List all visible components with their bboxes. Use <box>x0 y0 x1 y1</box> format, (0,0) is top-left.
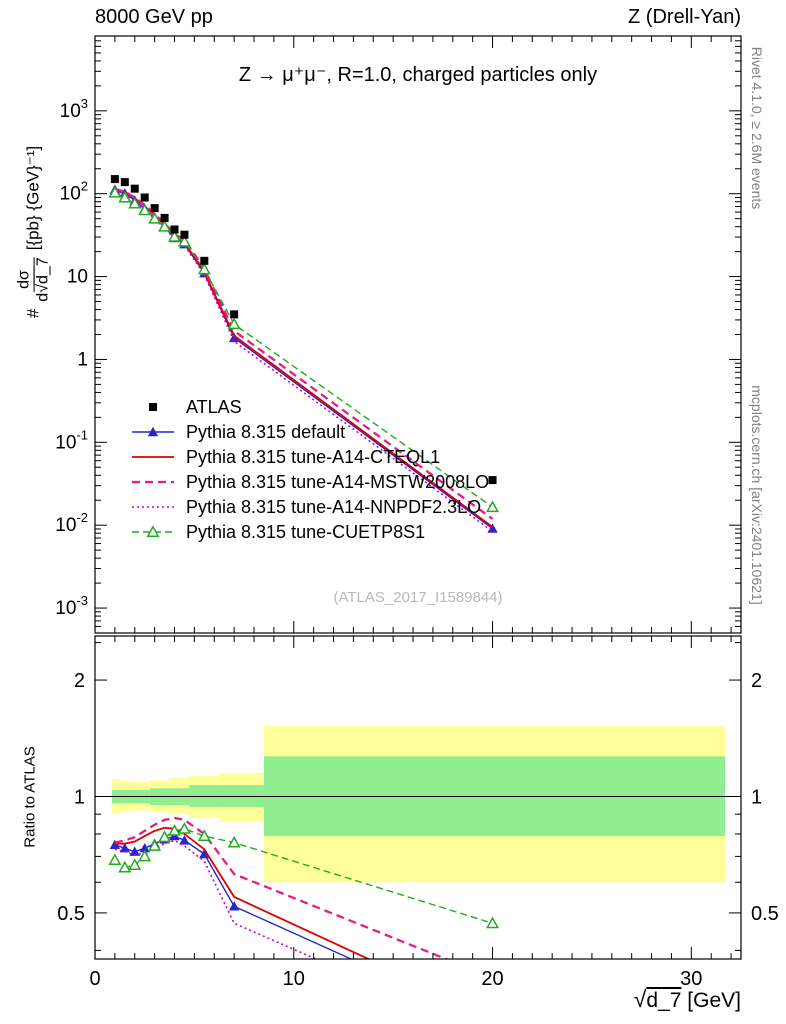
main-panel-frame <box>94 35 742 634</box>
svg-text:10-2: 10-2 <box>55 510 88 536</box>
legend-item-pythia-8-315-default: Pythia 8.315 default <box>130 421 489 442</box>
svg-text:30: 30 <box>680 968 702 990</box>
svg-text:0.5: 0.5 <box>751 903 779 925</box>
series-ratio-pythia-8-315-tune-cuetp8s1 <box>108 822 500 929</box>
ylabel-fraction: dσ d√d_7 <box>15 257 53 302</box>
svg-text:20: 20 <box>481 968 503 990</box>
legend-label: Pythia 8.315 tune-A14-MSTW2008LO <box>186 471 490 492</box>
svg-text:10-1: 10-1 <box>55 427 88 453</box>
svg-text:1: 1 <box>74 786 85 808</box>
ylabel-units: [{pb} {GeV}⁻¹] <box>24 145 43 251</box>
process-label: Z (Drell-Yan) <box>628 6 741 28</box>
svg-text:0.5: 0.5 <box>57 903 85 925</box>
legend-label: Pythia 8.315 tune-A14-NNPDF2.3LO <box>186 496 482 517</box>
axis-ticks <box>94 36 741 959</box>
svg-text:1: 1 <box>77 349 88 370</box>
legend-marker-pythia-8-315-tune-a14-nnpdf2-3lo <box>132 506 174 508</box>
main-y-axis-label: # dσ d√d_7 [{pb} {GeV}⁻¹] <box>15 145 53 319</box>
svg-text:10: 10 <box>283 968 305 990</box>
ratio-panel-frame <box>94 635 742 960</box>
beam-energy-label: 8000 GeV pp <box>95 6 213 28</box>
legend-marker-atlas <box>149 403 157 411</box>
series-main-atlas <box>110 175 497 485</box>
legend-item-pythia-8-315-tune-a14-cteql1: Pythia 8.315 tune-A14-CTEQL1 <box>130 446 489 467</box>
ylabel-numerator: dσ <box>15 267 35 292</box>
svg-text:10-3: 10-3 <box>55 593 88 619</box>
series-ratio-pythia-8-315-tune-a14-cteql1 <box>114 826 371 959</box>
uncertainty-bands <box>111 726 726 883</box>
svg-text:103: 103 <box>60 96 88 122</box>
legend-marker-pythia-8-315-default <box>132 426 174 437</box>
svg-text:10: 10 <box>67 267 88 288</box>
plot-title: Z → μ⁺μ⁻, R=1.0, charged particles only <box>238 64 598 86</box>
svg-text:2: 2 <box>74 670 85 692</box>
svg-text:102: 102 <box>60 179 88 205</box>
legend-label: Pythia 8.315 default <box>186 421 346 442</box>
legend-label: Pythia 8.315 tune-A14-CTEQL1 <box>186 446 441 467</box>
legend-label: ATLAS <box>186 396 242 417</box>
svg-text:0: 0 <box>89 968 100 990</box>
svg-text:1: 1 <box>751 786 762 808</box>
mcplots-reference-note: mcplots.cern.ch [arXiv:2401.10621] <box>749 385 765 605</box>
x-axis-label: √d_7 [GeV] <box>634 986 741 1013</box>
ylabel-denominator: d√d_7 <box>34 257 52 302</box>
svg-text:2: 2 <box>751 670 762 692</box>
plot-header: 8000 GeV pp Z (Drell-Yan) <box>95 6 741 29</box>
legend-item-atlas: ATLAS <box>130 396 489 417</box>
x-axis-variable: d_7 <box>646 989 682 1012</box>
series-main-pythia-8-315-tune-a14-mstw2008lo <box>114 187 494 520</box>
ratio-y-axis-label: Ratio to ATLAS <box>21 746 39 848</box>
legend-item-pythia-8-315-tune-a14-nnpdf2-3lo: Pythia 8.315 tune-A14-NNPDF2.3LO <box>130 496 489 517</box>
x-axis-units: [GeV] <box>687 989 741 1012</box>
legend: ATLAS Pythia 8.315 default Pythia 8.315 tu… <box>130 396 490 542</box>
legend-label: Pythia 8.315 tune-CUETP8S1 <box>186 521 426 542</box>
series-ratio-pythia-8-315-tune-a14-mstw2008lo <box>114 816 450 959</box>
legend-item-pythia-8-315-tune-cuetp8s1: Pythia 8.315 tune-CUETP8S1 <box>130 521 489 542</box>
legend-marker-pythia-8-315-tune-cuetp8s1 <box>132 525 174 537</box>
series-main-pythia-8-315-tune-cuetp8s1 <box>108 185 500 513</box>
legend-marker-pythia-8-315-tune-a14-mstw2008lo <box>132 480 174 484</box>
ylabel-prefix: # <box>24 308 43 319</box>
rivet-version-note: Rivet 4.1.0, ≥ 2.6M events <box>749 46 765 210</box>
legend-item-pythia-8-315-tune-a14-mstw2008lo: Pythia 8.315 tune-A14-MSTW2008LO <box>130 471 490 492</box>
legend-marker-pythia-8-315-tune-a14-cteql1 <box>132 456 174 458</box>
analysis-id-watermark: (ATLAS_2017_I1589844) <box>333 589 503 606</box>
sqrt-symbol: √ <box>633 986 647 1012</box>
